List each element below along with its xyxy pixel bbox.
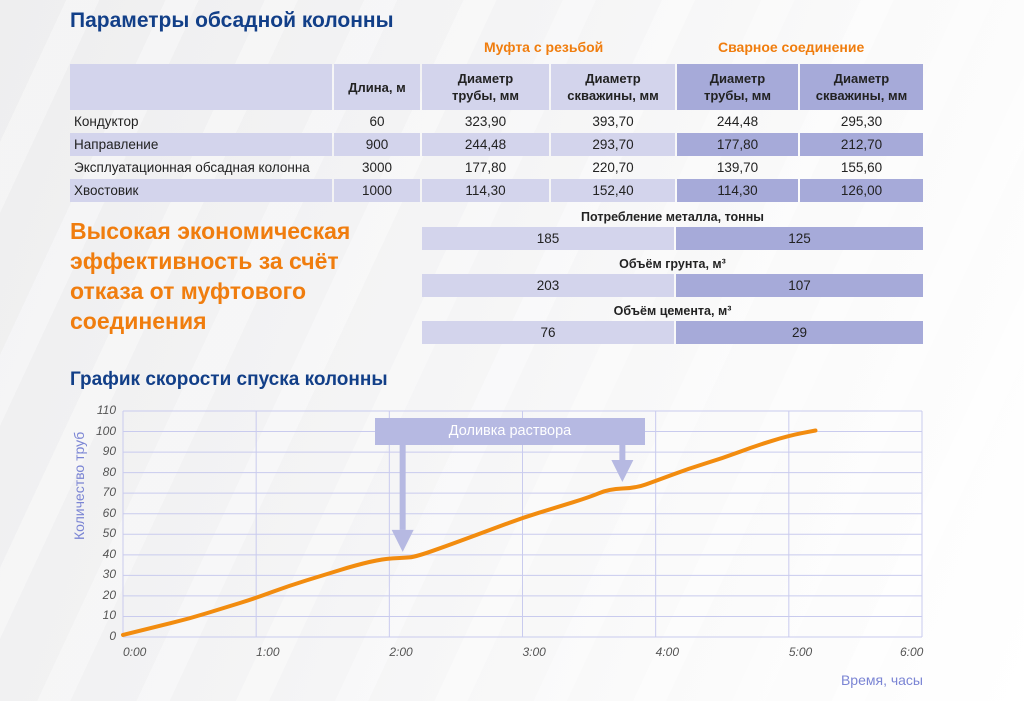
y-tick-label: 40 bbox=[102, 546, 116, 561]
summary-value-welded: 107 bbox=[676, 274, 923, 297]
row-pipe-welded: 139,70 bbox=[716, 160, 759, 175]
y-tick-label: 90 bbox=[102, 444, 116, 459]
annotation-callout: Доливка раствора bbox=[375, 418, 645, 445]
header-text: трубы, мм bbox=[452, 88, 519, 103]
header-pipe-diameter-coupling: Диаметр трубы, мм bbox=[422, 64, 549, 110]
annotation-arrows bbox=[391, 445, 634, 552]
header-length: Длина, м bbox=[334, 64, 420, 110]
header-pipe-diameter-welded: Диаметр трубы, мм bbox=[677, 64, 798, 110]
row-well-coupling: 293,70 bbox=[551, 133, 675, 156]
row-length: 1000 bbox=[334, 179, 420, 202]
series-line bbox=[121, 428, 818, 637]
x-tick-label: 6:00 bbox=[900, 645, 924, 659]
summary-label-soil: Объём грунта, м³ bbox=[619, 257, 726, 271]
chart-title: График скорости спуска колонны bbox=[70, 369, 388, 390]
y-tick-label: 50 bbox=[102, 526, 116, 541]
row-name: Хвостовик bbox=[70, 179, 332, 202]
x-axis-label: Время, часы bbox=[840, 672, 923, 688]
group-label-welded: Сварное соединение bbox=[718, 39, 865, 55]
row-pipe-welded: 177,80 bbox=[677, 133, 798, 156]
row-name: Кондуктор bbox=[74, 114, 139, 129]
header-well-diameter-welded: Диаметр скважины, мм bbox=[800, 64, 923, 110]
y-tick-label: 60 bbox=[102, 505, 116, 520]
row-well-welded: 212,70 bbox=[800, 133, 923, 156]
row-well-coupling: 393,70 bbox=[592, 114, 634, 129]
header-well-diameter-coupling: Диаметр скважины, мм bbox=[551, 64, 675, 110]
header-text: Диаметр bbox=[585, 71, 641, 86]
summary-value-welded: 125 bbox=[676, 227, 923, 250]
summary-table: Потребление металла, тонны 185 125 Объём… bbox=[422, 207, 923, 344]
row-well-welded: 126,00 bbox=[800, 179, 923, 202]
header-text: Диаметр bbox=[457, 71, 514, 86]
row-name: Эксплуатационная обсадная колонна bbox=[74, 160, 310, 175]
x-tick-label: 0:00 bbox=[123, 645, 147, 659]
header-text: Диаметр bbox=[833, 71, 890, 86]
x-tick-label: 4:00 bbox=[655, 645, 680, 659]
summary-value-welded: 29 bbox=[676, 321, 923, 344]
row-well-coupling: 220,70 bbox=[592, 160, 634, 175]
y-tick-label: 10 bbox=[102, 608, 116, 623]
y-tick-label: 100 bbox=[95, 423, 116, 438]
header-text: Диаметр bbox=[709, 71, 766, 86]
row-pipe-welded: 114,30 bbox=[677, 179, 798, 202]
row-length: 900 bbox=[334, 133, 420, 156]
summary-value-coupling: 185 bbox=[422, 227, 674, 250]
row-well-welded: 155,60 bbox=[840, 160, 883, 175]
row-pipe-coupling: 244,48 bbox=[422, 133, 549, 156]
y-tick-label: 30 bbox=[102, 567, 116, 582]
summary-label-cement: Объём цемента, м³ bbox=[613, 304, 732, 318]
table-row: Хвостовик 1000 114,30 152,40 114,30 126,… bbox=[70, 179, 923, 202]
y-tick-label: 20 bbox=[102, 587, 116, 602]
page-title: Параметры обсадной колонны bbox=[70, 9, 394, 32]
summary-row-metal: 185 125 bbox=[422, 227, 923, 250]
x-tick-label: 1:00 bbox=[256, 645, 280, 659]
summary-value-coupling: 76 bbox=[422, 321, 674, 344]
header-text: скважины, мм bbox=[567, 88, 659, 103]
casing-parameters-table: Длина, м Диаметр трубы, мм Диаметр скважин… bbox=[68, 64, 925, 202]
summary-label-metal: Потребление металла, тонны bbox=[581, 210, 764, 224]
x-tick-label: 5:00 bbox=[788, 645, 813, 659]
efficiency-headline: Высокая экономическая эффективность за с… bbox=[70, 218, 351, 334]
x-tick-label: 3:00 bbox=[522, 645, 546, 659]
table-row: Эксплуатационная обсадная колонна 3000 1… bbox=[70, 156, 923, 179]
row-well-welded: 295,30 bbox=[840, 114, 883, 129]
header-text: скважины, мм bbox=[815, 88, 908, 103]
row-pipe-welded: 244,48 bbox=[716, 114, 759, 129]
summary-row-soil: 203 107 bbox=[422, 274, 923, 297]
row-pipe-coupling: 323,90 bbox=[464, 114, 507, 129]
table-row: Направление 900 244,48 293,70 177,80 212… bbox=[70, 133, 923, 156]
table-header-row: Длина, м Диаметр трубы, мм Диаметр скважин… bbox=[70, 64, 923, 110]
header-name bbox=[70, 64, 332, 110]
row-length: 60 bbox=[369, 114, 385, 129]
row-pipe-coupling: 177,80 bbox=[464, 160, 507, 175]
summary-row-cement: 76 29 bbox=[422, 321, 923, 344]
row-length: 3000 bbox=[361, 160, 393, 175]
y-tick-label: 80 bbox=[102, 464, 116, 479]
row-pipe-coupling: 114,30 bbox=[422, 179, 549, 202]
header-text: трубы, мм bbox=[704, 88, 771, 103]
table-row: Кондуктор 60 323,90 393,70 244,48 295,30 bbox=[70, 110, 923, 133]
group-label-coupling: Муфта с резьбой bbox=[484, 39, 604, 55]
y-tick-label: 0 bbox=[109, 629, 116, 643]
row-well-coupling: 152,40 bbox=[551, 179, 675, 202]
y-tick-label: 70 bbox=[102, 485, 116, 500]
row-name: Направление bbox=[70, 133, 332, 156]
y-tick-label: 110 bbox=[96, 403, 116, 417]
summary-value-coupling: 203 bbox=[422, 274, 674, 297]
x-tick-label: 2:00 bbox=[389, 645, 413, 659]
